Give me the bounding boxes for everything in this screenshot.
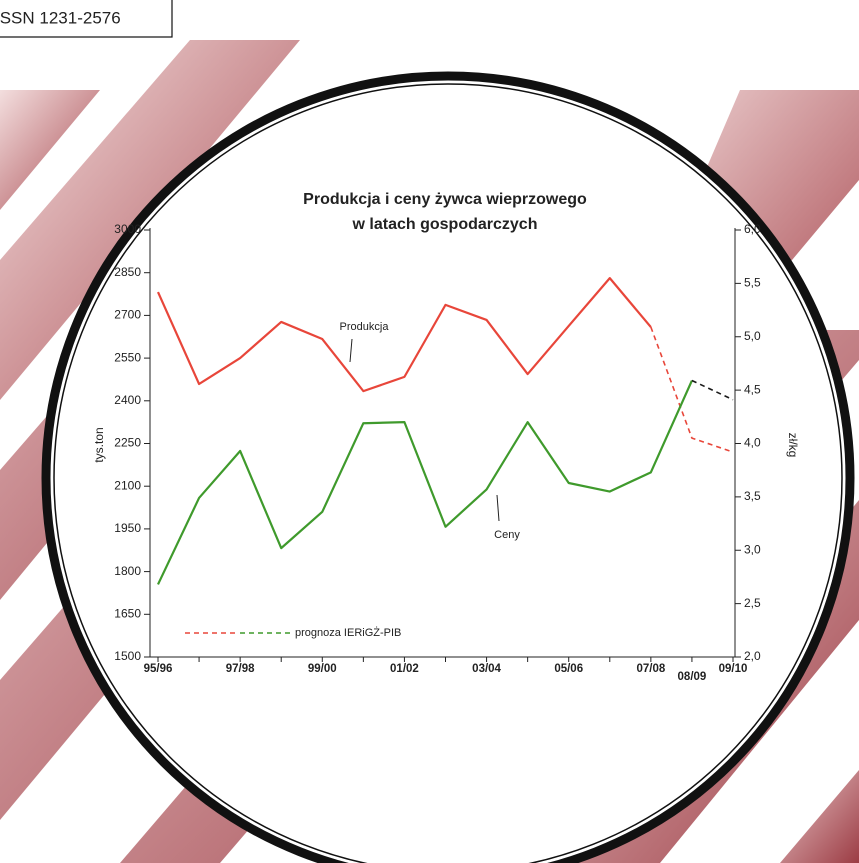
y2-tick-label: 2,5 [744, 596, 761, 610]
legend-label: prognoza IERiGŻ-PIB [295, 626, 401, 639]
y-tick-label: 2550 [114, 350, 141, 364]
chart-title: Produkcja i ceny żywca wieprzowego [303, 191, 587, 208]
x-tick-label: 08/09 [678, 671, 707, 683]
x-tick-label: 01/02 [390, 663, 419, 675]
series-label: Ceny [494, 529, 520, 541]
chart-title: w latach gospodarczych [352, 216, 538, 233]
x-tick-label: 07/08 [636, 663, 665, 675]
issn: ISSN 1231-2576 [0, 8, 121, 27]
y2-tick-label: 6,0 [744, 222, 761, 236]
y2-axis-title: zł/kg [786, 433, 800, 458]
y-tick-label: 2100 [114, 478, 141, 492]
y-tick-label: 2400 [114, 393, 141, 407]
y-tick-label: 2850 [114, 265, 141, 279]
x-tick-label: 97/98 [226, 663, 255, 675]
y-tick-label: 1950 [114, 521, 141, 535]
y-tick-label: 1800 [114, 564, 141, 578]
y2-tick-label: 3,5 [744, 489, 761, 503]
y2-tick-label: 4,0 [744, 436, 761, 450]
x-tick-label: 09/10 [719, 663, 748, 675]
y2-tick-label: 5,5 [744, 276, 761, 290]
x-tick-label: 99/00 [308, 663, 337, 675]
y2-tick-label: 4,5 [744, 382, 761, 396]
y-tick-label: 1650 [114, 606, 141, 620]
y2-tick-label: 5,0 [744, 329, 761, 343]
y-tick-label: 2700 [114, 308, 141, 322]
y-tick-label: 3000 [114, 222, 141, 236]
x-tick-label: 95/96 [144, 663, 173, 675]
y-axis-title: tys.ton [92, 427, 106, 462]
page: ISSN 1231-2576 Produkcja i ceny żywca wi… [0, 0, 859, 863]
x-tick-label: 05/06 [554, 663, 583, 675]
x-tick-label: 03/04 [472, 663, 501, 675]
y2-tick-label: 2,0 [744, 649, 761, 663]
series-label: Produkcja [340, 321, 390, 333]
y2-tick-label: 3,0 [744, 542, 761, 556]
y-tick-label: 2250 [114, 436, 141, 450]
cover: ISSN 1231-2576 Produkcja i ceny żywca wi… [0, 0, 859, 863]
y-tick-label: 1500 [114, 649, 141, 663]
